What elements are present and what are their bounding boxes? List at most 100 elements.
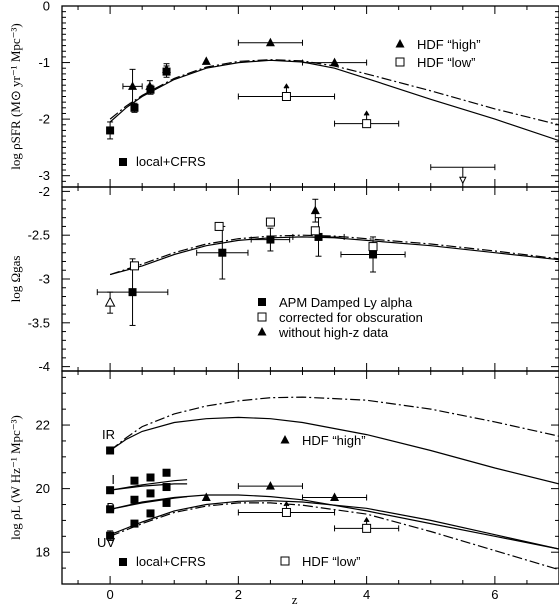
data-point	[106, 531, 115, 540]
y-tick-label: 20	[36, 481, 50, 496]
x-tick-label: 4	[363, 587, 370, 602]
x-tick-label: 2	[235, 587, 242, 602]
legend-marker	[280, 435, 290, 444]
data-point	[214, 221, 224, 231]
x-axis-title: z	[292, 592, 298, 606]
legend-label: HDF “low”	[417, 55, 476, 70]
data-point	[106, 505, 115, 514]
data-point	[146, 489, 155, 498]
band-label-ir: IR	[102, 427, 115, 442]
model-curve-solid	[109, 496, 188, 510]
model-curve-solid	[110, 483, 188, 491]
y-tick-label: -3	[38, 168, 50, 183]
band-label-uv: UV	[97, 535, 115, 550]
model-curve-dashdot	[109, 234, 559, 276]
data-point	[106, 126, 115, 135]
data-point	[265, 37, 275, 47]
data-point	[130, 495, 139, 504]
legend-label: APM Damped Ly alpha	[279, 295, 413, 310]
legend-marker	[395, 39, 405, 48]
data-point	[265, 481, 275, 490]
legend-label: HDF “high”	[302, 433, 366, 448]
up-arrow	[283, 500, 290, 507]
up-arrow	[363, 110, 370, 116]
data-point	[218, 248, 227, 257]
y-tick-label: -2.5	[28, 228, 50, 243]
data-point	[201, 56, 211, 65]
model-curve-solid	[110, 479, 188, 491]
data-point	[130, 519, 139, 528]
data-point	[106, 486, 115, 495]
legend-marker	[258, 298, 266, 306]
data-point	[314, 232, 323, 241]
legend-label: corrected for obscuration	[279, 310, 423, 325]
data-point	[129, 261, 139, 271]
annotation-marker	[119, 158, 127, 166]
annotation-marker	[119, 558, 127, 566]
data-point	[130, 476, 139, 485]
y-axis-title: log Ωgas	[8, 256, 23, 303]
data-point	[162, 64, 172, 73]
data-point	[362, 523, 372, 533]
x-tick-label: 0	[106, 587, 113, 602]
y-tick-label: -4	[38, 359, 50, 374]
data-point	[368, 242, 378, 252]
y-tick-label: -1	[38, 55, 50, 70]
data-point	[104, 296, 116, 307]
up-arrow	[283, 83, 290, 89]
data-point	[330, 57, 340, 67]
legend-label: HDF “high”	[417, 37, 481, 52]
data-point	[265, 217, 275, 227]
panel-frame-gas	[61, 186, 559, 372]
data-point	[162, 483, 171, 492]
annotation-label: local+CFRS	[136, 154, 206, 169]
data-point	[162, 468, 171, 477]
data-point	[369, 250, 378, 259]
y-tick-label: -3	[38, 272, 50, 287]
y-tick-label: 18	[36, 545, 50, 560]
data-point	[128, 288, 137, 297]
model-curve-dashdot	[109, 502, 559, 571]
data-point	[310, 205, 320, 215]
y-axis-title: log ρSFR (M⊙ yr⁻¹ Mpc⁻³)	[8, 23, 23, 170]
legend-marker	[395, 57, 405, 67]
y-tick-label: -2	[38, 184, 50, 199]
model-curve-solid	[109, 59, 559, 142]
data-point	[145, 81, 155, 90]
data-point	[146, 473, 155, 482]
data-points	[96, 37, 496, 541]
model-curve-solid	[109, 494, 559, 550]
data-point	[162, 498, 171, 507]
model-curve-dashdot	[109, 59, 559, 126]
data-point	[330, 492, 340, 502]
y-tick-label: -2	[38, 112, 50, 127]
panel-frame-lum	[61, 370, 559, 585]
legend-label: HDF “low”	[302, 554, 361, 569]
y-tick-label: -3.5	[28, 315, 50, 330]
band-label-b: B	[106, 500, 115, 515]
data-point	[106, 446, 115, 455]
data-point	[146, 509, 155, 518]
up-arrow	[363, 516, 370, 523]
ticks	[62, 5, 559, 585]
band-label-i: I	[111, 472, 115, 487]
data-point	[130, 103, 139, 112]
model-curve-solid	[109, 500, 559, 550]
model-curve-solid	[109, 416, 559, 485]
annotation-label: local+CFRS	[136, 554, 206, 569]
legend-marker	[280, 556, 290, 566]
data-point	[310, 226, 320, 236]
model-curve-dashdot	[109, 396, 559, 451]
x-tick-label: 6	[491, 587, 498, 602]
model-curve-solid	[109, 236, 559, 276]
data-point	[362, 119, 372, 129]
y-axis-title: log ρL (W Hz⁻¹ Mpc⁻³)	[8, 415, 23, 540]
data-point	[201, 492, 211, 502]
y-tick-label: 0	[43, 0, 50, 14]
legend-marker	[257, 327, 267, 336]
upper-limit-arrow	[458, 176, 467, 185]
data-point	[281, 507, 291, 517]
data-point	[281, 92, 291, 101]
